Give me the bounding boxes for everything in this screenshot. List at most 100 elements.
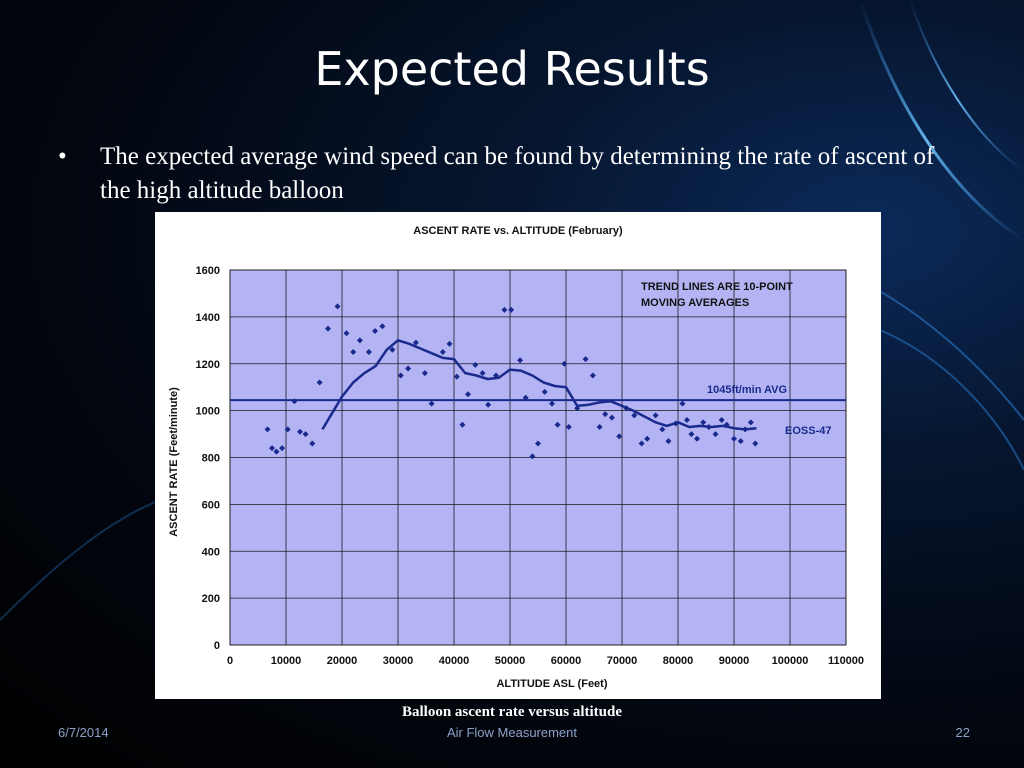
footer-date: 6/7/2014 <box>58 725 109 740</box>
chart-panel: ASCENT RATE vs. ALTITUDE (February) 0 100… <box>155 212 881 699</box>
x-tick-label: 100000 <box>772 655 809 667</box>
data-point <box>279 445 286 452</box>
data-point <box>479 370 486 377</box>
data-point <box>535 440 541 447</box>
y-tick-label: 600 <box>202 499 220 511</box>
data-point <box>350 349 357 356</box>
data-point <box>493 372 499 379</box>
x-tick-label: 110000 <box>828 655 864 667</box>
x-tick-label: 70000 <box>607 655 638 667</box>
data-point <box>284 426 291 433</box>
slide-title: Expected Results <box>314 42 710 96</box>
data-point <box>356 337 363 344</box>
bullet-marker: • <box>58 143 67 170</box>
data-point <box>694 435 701 442</box>
data-point <box>405 365 412 372</box>
x-tick-label: 50000 <box>495 655 526 667</box>
data-point <box>731 435 737 442</box>
data-point <box>672 420 679 427</box>
data-point <box>334 303 341 310</box>
trend-note-line-2: MOVING AVERAGES <box>641 297 749 309</box>
data-point <box>397 372 404 379</box>
trend-note-line-1: TREND LINES ARE 10-POINT <box>641 281 793 293</box>
y-tick-label: 0 <box>214 640 220 652</box>
y-tick-label: 1000 <box>196 406 220 418</box>
data-point <box>652 412 659 419</box>
x-tick-label: 10000 <box>271 655 302 667</box>
data-point <box>638 440 645 447</box>
y-tick-label: 1600 <box>196 265 220 277</box>
x-tick-label: 80000 <box>663 655 694 667</box>
data-point <box>644 435 651 442</box>
data-point <box>273 448 280 455</box>
data-point <box>529 453 536 460</box>
data-point <box>472 361 479 368</box>
data-point <box>428 400 435 407</box>
data-point <box>554 421 561 428</box>
data-point <box>700 419 707 426</box>
data-point <box>623 405 630 412</box>
series-label: EOSS-47 <box>785 425 831 437</box>
data-point <box>269 445 275 452</box>
y-tick-label: 400 <box>202 546 220 558</box>
footer-title: Air Flow Measurement <box>446 725 578 740</box>
y-tick-label: 200 <box>202 593 220 605</box>
x-tick-label: 90000 <box>719 655 750 667</box>
data-point <box>501 306 508 313</box>
average-label: 1045ft/min AVG <box>707 384 787 396</box>
y-tick-label: 1400 <box>196 312 220 324</box>
trend-line <box>321 339 757 431</box>
data-point <box>446 340 453 347</box>
data-point <box>264 426 271 433</box>
data-point <box>742 426 749 433</box>
x-tick-label: 0 <box>227 655 233 667</box>
y-axis-label: ASCENT RATE (Feet/minute) <box>168 387 180 537</box>
data-point <box>508 306 515 313</box>
data-point <box>596 424 603 431</box>
chart-title: ASCENT RATE vs. ALTITUDE (February) <box>413 225 623 237</box>
bullet-point: • The expected average wind speed can be… <box>58 140 958 208</box>
data-point <box>316 379 323 386</box>
data-point <box>688 431 695 438</box>
x-axis-label: ALTITUDE ASL (Feet) <box>496 678 607 690</box>
chart-caption: Balloon ascent rate versus altitude <box>402 704 622 720</box>
data-point <box>453 373 460 380</box>
y-tick-label: 1200 <box>196 359 220 371</box>
data-point <box>365 349 372 356</box>
data-point <box>737 438 744 445</box>
data-point <box>465 391 471 398</box>
data-point <box>718 417 725 423</box>
data-point <box>439 349 446 356</box>
data-point <box>379 323 386 330</box>
data-point <box>541 388 548 395</box>
data-point <box>582 356 589 363</box>
page-number: 22 <box>955 725 970 740</box>
data-point <box>574 405 581 412</box>
data-point <box>309 440 316 447</box>
data-point <box>705 424 712 431</box>
data-marks <box>230 303 846 460</box>
data-point <box>616 433 623 440</box>
data-point <box>602 411 609 418</box>
data-point <box>589 372 596 379</box>
x-tick-label: 30000 <box>383 655 414 667</box>
tick-labels: 0 10000 20000 30000 40000 50000 60000 70000 8000… <box>196 265 865 667</box>
ascent-rate-chart: ASCENT RATE vs. ALTITUDE (February) 0 100… <box>168 225 865 690</box>
data-point <box>565 424 572 431</box>
x-tick-label: 20000 <box>327 655 358 667</box>
data-point <box>683 417 690 423</box>
data-point <box>522 394 529 401</box>
data-point <box>561 360 568 367</box>
data-point <box>302 431 309 438</box>
data-point <box>665 438 672 445</box>
y-tick-label: 800 <box>202 453 220 465</box>
grid <box>229 269 847 646</box>
data-point <box>297 428 303 435</box>
data-point <box>549 400 555 407</box>
data-point <box>372 327 379 334</box>
data-point <box>517 357 524 364</box>
data-point <box>343 330 350 337</box>
data-point <box>291 398 298 405</box>
data-point <box>659 426 666 433</box>
data-point <box>631 412 638 419</box>
